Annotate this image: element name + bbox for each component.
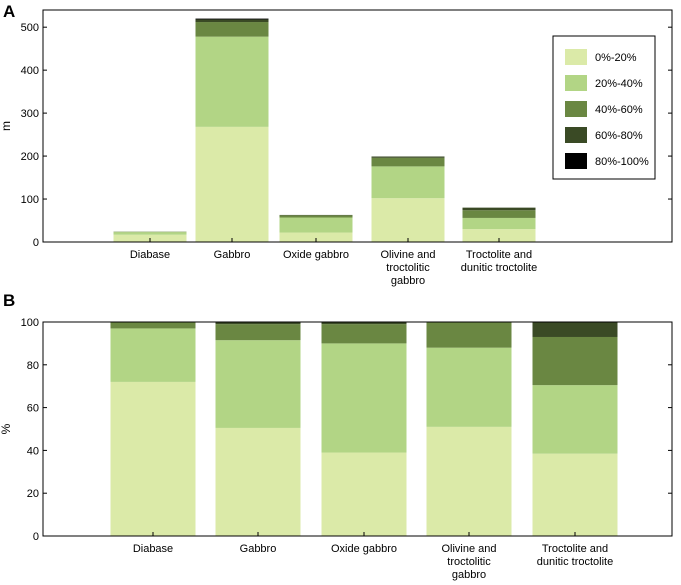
bar-segment-a-2-0 [279, 232, 353, 242]
bar-segment-a-1-4 [195, 18, 269, 20]
category-label: troctolitic [447, 556, 491, 568]
category-label: dunitic troctolite [461, 262, 537, 274]
chart-panel-b: 0 20 40 60 80 100 Diabase Gabbro Oxide gabbro Oli… [0, 317, 673, 581]
bar-segment-b-3-2 [426, 322, 512, 348]
y-axis-label-a: m [0, 121, 13, 131]
legend-swatch [565, 101, 587, 117]
legend-swatch [565, 75, 587, 91]
bar-segment-a-1-0 [195, 126, 269, 242]
plot-frame-a [42, 9, 673, 243]
y-tick-label: 200 [21, 151, 39, 163]
bar-segment-b-2-0 [321, 452, 407, 536]
bar-segment-a-4-2 [462, 210, 536, 218]
y-axis-label-b: % [0, 423, 13, 434]
category-label: gabbro [452, 569, 486, 581]
legend-label: 20%-40% [595, 78, 643, 90]
y-tick-label: 400 [21, 65, 39, 77]
bar-segment-a-4-3 [462, 207, 536, 211]
bar-segment-b-0-1 [110, 328, 196, 382]
category-label: Oxide gabbro [331, 543, 397, 555]
bar-segment-b-1-3 [215, 322, 301, 325]
legend-swatch [565, 49, 587, 65]
bar-segment-a-2-2 [279, 215, 353, 218]
bar-segment-a-2-1 [279, 217, 353, 233]
bar-segment-a-1-1 [195, 36, 269, 127]
bar-segment-b-2-3 [321, 322, 407, 325]
bar-segment-b-2-1 [321, 343, 407, 453]
bar-segment-a-3-0 [371, 198, 445, 242]
category-label: Olivine and [441, 543, 496, 555]
bar-segment-b-0-2 [110, 322, 196, 329]
bar-segment-a-0-1 [113, 232, 187, 235]
category-label: Diabase [130, 249, 170, 261]
legend-swatch [565, 153, 587, 169]
y-tick-label: 500 [21, 22, 39, 34]
category-label: Oxide gabbro [283, 249, 349, 261]
category-label: troctolitic [386, 262, 430, 274]
category-label: Gabbro [240, 543, 277, 555]
bar-segment-b-3-0 [426, 426, 512, 536]
category-label: Diabase [133, 543, 173, 555]
panel-letter-b: B [3, 291, 15, 310]
legend-label: 40%-60% [595, 104, 643, 116]
bar-segment-b-4-3 [532, 322, 618, 337]
plot-frame-b [42, 321, 673, 537]
bar-segment-a-3-2 [371, 157, 445, 167]
bar-segment-b-4-0 [532, 453, 618, 536]
bar-segment-b-3-1 [426, 347, 512, 427]
bar-segment-a-3-1 [371, 166, 445, 199]
legend: 0%-20% 20%-40% 40%-60% 60%-80% 80%-100% [552, 35, 656, 180]
y-tick-label: 0 [33, 531, 39, 543]
bar-segment-a-1-3 [195, 19, 269, 23]
y-tick-label: 80 [27, 360, 39, 372]
bar-segment-b-0-0 [110, 381, 196, 536]
bar-segment-b-1-0 [215, 427, 301, 536]
bar-segment-b-1-1 [215, 340, 301, 428]
y-tick-label: 100 [21, 194, 39, 206]
legend-label: 0%-20% [595, 52, 637, 64]
chart-panel-a: 0 100 200 300 400 500 Diabase Gabbro Oxide gabbr… [0, 9, 673, 287]
category-label: Troctolite and [542, 543, 608, 555]
category-label: Troctolite and [466, 249, 532, 261]
y-tick-label: 40 [27, 445, 39, 457]
legend-swatch [565, 127, 587, 143]
y-tick-label: 300 [21, 108, 39, 120]
y-tick-label: 60 [27, 403, 39, 415]
category-label: Olivine and [380, 249, 435, 261]
bar-segment-b-4-1 [532, 385, 618, 454]
bar-segment-a-1-2 [195, 22, 269, 37]
y-tick-label: 100 [21, 317, 39, 329]
legend-label: 80%-100% [595, 156, 649, 168]
category-label: Gabbro [214, 249, 251, 261]
bar-segment-a-4-1 [462, 217, 536, 230]
panel-letter-a: A [3, 2, 15, 21]
category-label: gabbro [391, 275, 425, 287]
y-tick-label: 20 [27, 488, 39, 500]
bar-segment-b-2-2 [321, 324, 407, 344]
y-tick-label: 0 [33, 237, 39, 249]
legend-label: 60%-80% [595, 130, 643, 142]
bar-segment-b-1-2 [215, 324, 301, 341]
category-label: dunitic troctolite [537, 556, 613, 568]
bar-segment-a-4-0 [462, 229, 536, 242]
bar-segment-a-3-3 [371, 156, 445, 158]
bar-segment-b-4-2 [532, 336, 618, 386]
